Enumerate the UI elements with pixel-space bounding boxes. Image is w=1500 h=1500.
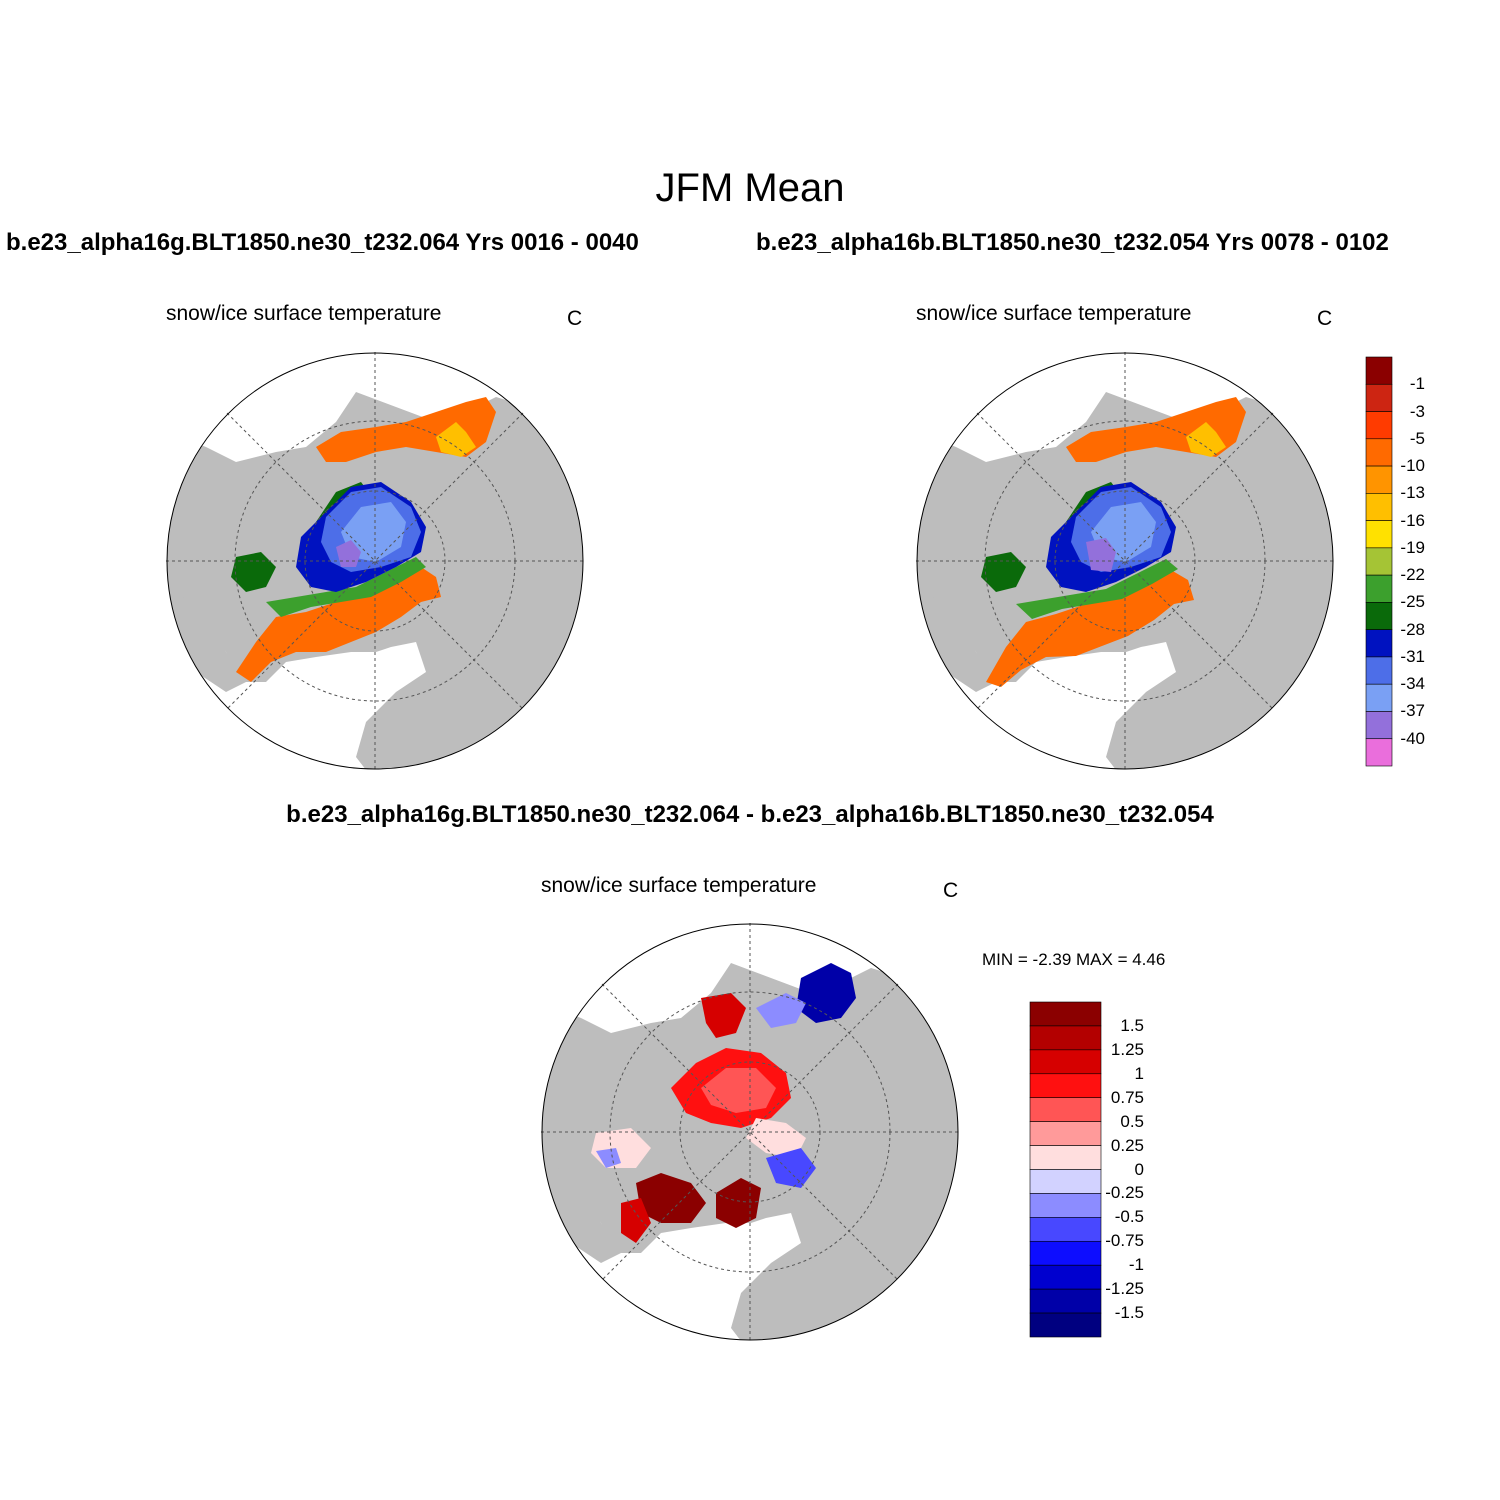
absolute-colorbar-tick-label: -5: [1409, 428, 1425, 448]
run2-units-label: C: [1317, 307, 1333, 330]
absolute-colorbar-swatch-7: [1365, 547, 1393, 576]
absolute-colorbar-tick-label: -19: [1400, 537, 1425, 557]
sea-ice-light-blue: [341, 502, 406, 562]
difference-colorbar-tick-label: -0.25: [1105, 1183, 1144, 1203]
difference-colorbar-tick-label: 1.5: [1120, 1015, 1144, 1035]
difference-colorbar-tick-label: -1: [1128, 1255, 1144, 1275]
absolute-colorbar-swatch-11: [1365, 656, 1393, 685]
difference-colorbar-swatch-0: [1029, 1001, 1102, 1027]
diff-red-chukchi: [701, 993, 746, 1038]
sea-ice-green-atlantic: [1016, 559, 1178, 619]
sea-ice-purple: [1086, 538, 1116, 572]
absolute-colorbar-tick-label: -37: [1400, 701, 1425, 721]
diff-blue-barents: [766, 1148, 816, 1188]
diff-light-blue-bering: [756, 993, 806, 1028]
difference-colorbar-swatch-10: [1029, 1240, 1102, 1266]
difference-colorbar-tick-label: -1.5: [1114, 1303, 1144, 1323]
graticule: [541, 923, 959, 1341]
run1-units-label: C: [567, 307, 583, 330]
difference-colorbar-tick-label: 1.25: [1110, 1039, 1144, 1059]
absolute-colorbar-swatch-8: [1365, 574, 1393, 603]
difference-colorbar-swatch-5: [1029, 1121, 1102, 1146]
absolute-colorbar-tick-label: -25: [1400, 592, 1425, 612]
difference-colorbar-swatch-2: [1029, 1049, 1102, 1075]
difference-colorbar-swatch-13: [1029, 1312, 1102, 1338]
absolute-colorbar-swatch-4: [1365, 465, 1393, 494]
diff-darkred-labrador: [636, 1173, 706, 1223]
sea-ice-yellow-pacific: [1186, 422, 1226, 457]
difference-colorbar-tick-label: -1.25: [1105, 1279, 1144, 1299]
absolute-colorbar-swatch-2: [1365, 411, 1393, 440]
difference-colorbar-swatch-8: [1029, 1193, 1102, 1218]
absolute-colorbar-swatch-0: [1365, 356, 1393, 385]
difference-case-title: b.e23_alpha16g.BLT1850.ne30_t232.064 - b…: [286, 801, 1214, 828]
difference-colorbar-tick-label: 0.75: [1110, 1087, 1144, 1107]
diff-light-red-central: [701, 1068, 776, 1113]
sea-ice-purple: [336, 540, 361, 567]
absolute-colorbar-swatch-13: [1365, 711, 1393, 740]
absolute-colorbar-swatch-12: [1365, 683, 1393, 712]
absolute-colorbar-swatch-5: [1365, 493, 1393, 521]
sea-ice-warm-band-atlantic: [986, 570, 1194, 687]
difference-colorbar-swatch-1: [1029, 1025, 1102, 1051]
map-border: [541, 923, 959, 1341]
absolute-colorbar-tick-label: -13: [1400, 483, 1425, 503]
difference-variable-title: snow/ice surface temperature: [541, 874, 817, 897]
difference-colorbar-swatch-3: [1029, 1073, 1102, 1099]
figure-title: JFM Mean: [655, 166, 845, 210]
absolute-colorbar-swatch-1: [1365, 383, 1393, 412]
sea-ice-green-canada: [231, 552, 276, 592]
sea-ice-yellow-pacific: [436, 422, 476, 457]
absolute-colorbar-tick-label: -1: [1409, 374, 1425, 394]
difference-colorbar-swatch-6: [1029, 1145, 1102, 1170]
run1-case-title: b.e23_alpha16g.BLT1850.ne30_t232.064 Yrs…: [6, 229, 639, 256]
difference-colorbar-tick-label: -0.5: [1114, 1207, 1144, 1227]
absolute-colorbar-swatch-3: [1365, 438, 1393, 467]
sea-ice-warm-band-atlantic: [236, 567, 441, 682]
absolute-colorbar-tick-label: -31: [1400, 646, 1425, 666]
diff-light-blue-hudson: [596, 1148, 621, 1168]
absolute-colorbar-tick-label: -16: [1400, 510, 1425, 530]
absolute-colorbar-swatch-10: [1365, 629, 1393, 658]
diff-pink-transpolar: [746, 1118, 806, 1158]
run2-variable-title: snow/ice surface temperature: [916, 302, 1192, 325]
diff-darkred-greenland-sea: [716, 1178, 761, 1228]
difference-colorbar-swatch-12: [1029, 1288, 1102, 1314]
absolute-colorbar: [1365, 356, 1393, 767]
absolute-colorbar-tick-label: -22: [1400, 565, 1425, 585]
run1-polar-map: [166, 352, 584, 770]
absolute-colorbar-tick-label: -34: [1400, 674, 1425, 694]
absolute-colorbar-tick-label: -3: [1409, 401, 1425, 421]
absolute-colorbar-tick-label: -40: [1400, 728, 1425, 748]
difference-colorbar-tick-label: 0.25: [1110, 1135, 1144, 1155]
diff-blue-okhotsk: [796, 963, 856, 1023]
absolute-colorbar-tick-label: -28: [1400, 619, 1425, 639]
absolute-colorbar-swatch-9: [1365, 602, 1393, 630]
graticule: [166, 352, 584, 770]
difference-units-label: C: [943, 879, 959, 902]
run2-case-title: b.e23_alpha16b.BLT1850.ne30_t232.054 Yrs…: [756, 229, 1389, 256]
run2-polar-map: [916, 352, 1334, 770]
absolute-colorbar-tick-label: -10: [1400, 456, 1425, 476]
difference-colorbar-swatch-11: [1029, 1264, 1102, 1290]
graticule: [916, 352, 1334, 770]
difference-colorbar-tick-label: 0: [1134, 1159, 1144, 1179]
run1-variable-title: snow/ice surface temperature: [166, 302, 442, 325]
difference-colorbar-swatch-4: [1029, 1097, 1102, 1122]
difference-colorbar: [1029, 1001, 1102, 1338]
absolute-colorbar-swatch-14: [1365, 738, 1393, 767]
map-border: [166, 352, 584, 770]
diff-red-baffin: [621, 1198, 651, 1243]
difference-colorbar-tick-label: -0.75: [1105, 1231, 1144, 1251]
difference-colorbar-swatch-7: [1029, 1169, 1102, 1194]
sea-ice-green-canada: [981, 552, 1026, 592]
absolute-colorbar-swatch-6: [1365, 520, 1393, 549]
difference-polar-map: [541, 923, 959, 1341]
difference-colorbar-tick-label: 0.5: [1120, 1111, 1144, 1131]
difference-min-max-label: MIN = -2.39 MAX = 4.46: [982, 950, 1166, 969]
difference-colorbar-tick-label: 1: [1134, 1063, 1144, 1083]
difference-colorbar-swatch-9: [1029, 1217, 1102, 1242]
map-border: [916, 352, 1334, 770]
